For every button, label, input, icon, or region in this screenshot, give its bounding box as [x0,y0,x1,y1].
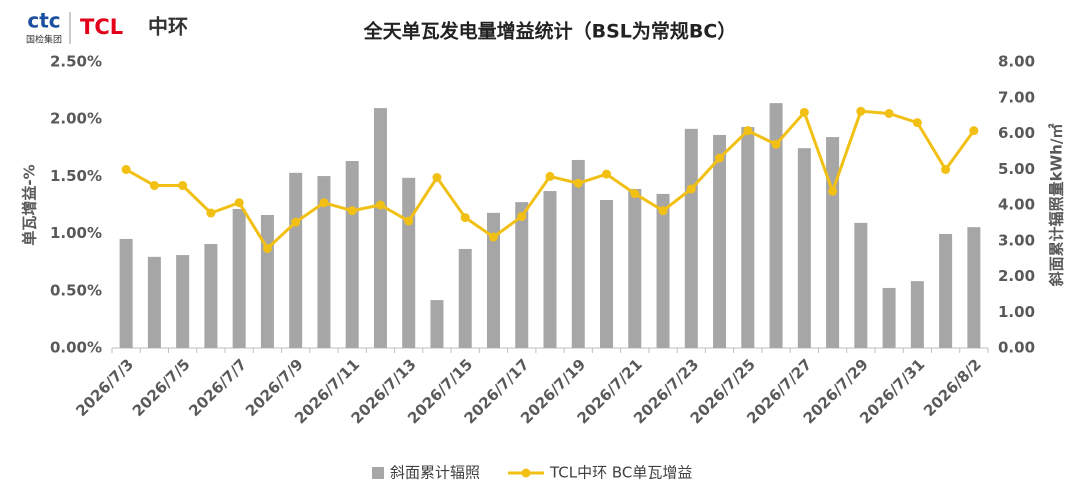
bar [967,227,981,348]
y2-tick-label: 1.00 [998,303,1035,321]
line-marker [630,189,640,199]
bar [289,172,303,348]
line-marker [121,165,131,175]
bar [486,212,500,348]
bar [232,208,246,348]
bar [515,202,529,348]
bar [119,238,133,348]
y-tick-label: 2.50% [50,53,102,71]
y2-tick-label: 3.00 [998,231,1035,249]
line-marker [234,198,244,208]
bar [797,148,811,348]
bar [571,159,585,348]
line-marker [828,186,838,196]
bar [826,137,840,348]
line-marker [262,243,272,253]
logo-company: TCL [80,15,123,39]
line-marker [573,178,583,188]
y2-axis-title: 斜面累计辐照量kWh/㎡ [1048,124,1066,288]
bar [910,281,924,348]
logo: ctc 国检集团 TCL 中环 [26,9,188,46]
line-marker [969,126,979,136]
line-marker [602,169,612,179]
bar [317,176,331,348]
line-marker [856,106,866,116]
y2-tick-label: 6.00 [998,124,1035,142]
line-marker [771,139,781,149]
line-marker [743,126,753,136]
y2-tick-label: 5.00 [998,160,1035,178]
line-marker [347,206,357,216]
bar [373,108,387,349]
line-marker [375,200,385,210]
bar [600,199,614,348]
y-tick-label: 0.50% [50,281,102,299]
bar [204,243,218,348]
y2-tick-label: 7.00 [998,88,1035,106]
line-marker [404,216,414,226]
y-axis-title: 单瓦增益-% [21,164,39,245]
line-marker [715,153,725,163]
bar [147,256,161,348]
chart-title: 全天单瓦发电量增益统计（BSL为常规BC） [363,20,737,43]
line-marker [432,173,442,183]
x-tick-label: 2026/8/2 [920,355,985,420]
line-marker [319,198,329,208]
bar [854,222,868,348]
bar [458,248,472,348]
legend-label: 斜面累计辐照 [390,464,480,482]
legend-swatch [372,467,384,479]
y-tick-label: 1.50% [50,167,102,185]
line-marker [912,118,922,128]
y-tick-label: 0.00% [50,339,102,357]
bar [741,127,755,348]
logo-brand: ctc [27,9,60,33]
bar [684,128,698,348]
line-marker [517,211,527,221]
bar [769,103,783,348]
logo-group: 国检集团 [26,34,62,46]
legend-label: TCL中环 BC单瓦增益 [549,464,692,482]
line-marker [686,184,696,194]
bar [713,134,727,348]
y2-tick-label: 8.00 [998,53,1035,71]
bar [939,233,953,348]
y-tick-label: 2.00% [50,110,102,128]
line-marker [488,232,498,242]
line-marker [658,206,668,216]
logo-company-cn: 中环 [148,15,188,39]
x-tick-label: 2026/7/5 [129,355,194,420]
line-marker [460,213,470,223]
legend-swatch [521,468,531,478]
line-marker [291,217,301,227]
line-marker [884,108,894,118]
bar [402,177,416,348]
line-marker [941,165,951,175]
bar [628,188,642,348]
bar [345,161,359,348]
y2-tick-label: 4.00 [998,196,1035,214]
y-tick-label: 1.00% [50,224,102,242]
line-marker [149,181,159,191]
bar [176,255,190,348]
line-marker [799,107,809,117]
y2-tick-label: 0.00 [998,339,1035,357]
y2-tick-label: 2.00 [998,267,1035,285]
x-tick-label: 2026/7/7 [185,355,250,420]
line-marker [178,181,188,191]
bar [430,300,444,348]
bar [543,191,557,348]
x-tick-label: 2026/7/3 [72,355,137,420]
line-marker [545,171,555,181]
bar [260,215,274,348]
line-marker [206,208,216,218]
bar [656,193,670,348]
bar [882,287,896,348]
